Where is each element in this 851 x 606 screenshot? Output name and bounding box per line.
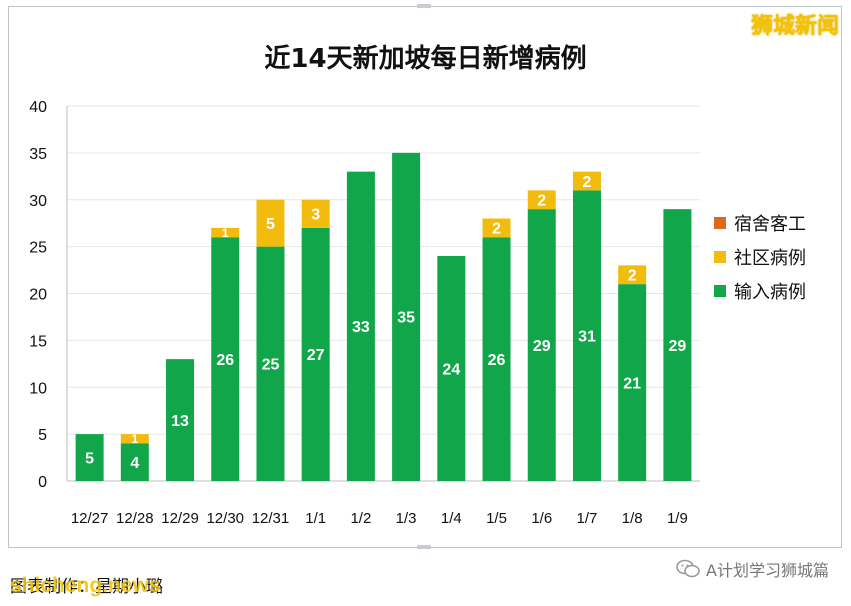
legend-item-dorm: 宿舍客工	[714, 206, 806, 240]
data-label-imported: 29	[533, 338, 551, 355]
y-tick-label: 40	[29, 99, 47, 116]
bar-imported	[482, 237, 511, 481]
legend-label-imported: 输入病例	[734, 282, 806, 303]
data-label-community: 2	[492, 221, 501, 238]
legend-swatch-imported	[714, 285, 726, 297]
x-tick-label: 1/6	[531, 510, 552, 527]
x-tick-label: 1/3	[396, 510, 417, 527]
bar-community	[120, 434, 149, 444]
frame-handle-bottom[interactable]	[417, 545, 431, 549]
source-watermark: shicheng.news	[10, 574, 161, 597]
wechat-account[interactable]: A计划学习狮城篇	[676, 557, 829, 581]
bar-imported	[301, 227, 330, 481]
bar-imported	[346, 171, 375, 481]
x-tick-label: 12/27	[71, 510, 109, 527]
x-tick-label: 12/31	[252, 510, 290, 527]
data-label-imported: 24	[442, 361, 460, 378]
bar-community	[211, 227, 240, 238]
wechat-label: A计划学习狮城篇	[706, 561, 829, 580]
x-tick-label: 1/2	[350, 510, 371, 527]
y-tick-label: 10	[29, 380, 47, 397]
y-tick-label: 20	[29, 287, 47, 304]
bar-imported	[211, 237, 240, 481]
bar-community	[256, 199, 285, 247]
x-tick-label: 1/5	[486, 510, 507, 527]
data-label-imported: 4	[130, 455, 139, 472]
bar-imported	[75, 434, 104, 481]
bar-community	[527, 190, 556, 210]
legend-label-dorm: 宿舍客工	[734, 214, 806, 235]
data-label-imported: 31	[578, 328, 596, 345]
data-label-imported: 26	[216, 352, 234, 369]
data-label-community: 2	[583, 174, 592, 191]
data-label-imported: 35	[397, 310, 415, 327]
data-label-imported: 26	[488, 352, 506, 369]
bar-imported	[120, 443, 149, 481]
legend-label-community: 社区病例	[734, 248, 806, 269]
data-label-imported: 13	[171, 413, 189, 430]
legend-item-community: 社区病例	[714, 240, 806, 274]
chart-title: 近14天新加坡每日新增病例	[264, 44, 587, 74]
x-tick-label: 12/30	[206, 510, 244, 527]
x-tick-label: 12/29	[161, 510, 199, 527]
legend: 宿舍客工 社区病例 输入病例	[714, 206, 806, 308]
chart-credit: 图表制作：星期小璐	[10, 577, 163, 597]
y-tick-label: 0	[38, 474, 47, 491]
x-tick-label: 1/1	[305, 510, 326, 527]
data-label-community: 1	[222, 226, 229, 240]
wechat-icon	[676, 559, 700, 579]
y-tick-label: 15	[29, 333, 47, 350]
y-tick-label: 35	[29, 146, 47, 163]
x-tick-label: 1/7	[577, 510, 598, 527]
data-label-imported: 29	[668, 338, 686, 355]
data-label-imported: 5	[85, 450, 94, 467]
legend-swatch-community	[714, 251, 726, 263]
bar-imported	[166, 359, 195, 481]
bar-community	[301, 199, 330, 228]
brand-watermark: 狮城新闻	[750, 14, 839, 39]
bar-community	[572, 171, 601, 191]
data-label-community: 2	[537, 193, 546, 210]
data-label-community: 5	[266, 216, 275, 233]
y-tick-label: 30	[29, 193, 47, 210]
data-label-community: 3	[311, 207, 320, 224]
x-tick-label: 1/8	[622, 510, 643, 527]
x-tick-label: 12/28	[116, 510, 154, 527]
frame-handle-top[interactable]	[417, 4, 431, 8]
data-label-community: 2	[628, 268, 637, 285]
data-label-imported: 25	[262, 357, 280, 374]
bar-community	[618, 265, 647, 285]
data-label-imported: 27	[307, 347, 325, 364]
data-label-imported: 21	[623, 375, 641, 392]
bar-imported	[663, 209, 692, 481]
x-tick-label: 1/9	[667, 510, 688, 527]
data-label-imported: 33	[352, 319, 370, 336]
data-label-community: 1	[131, 432, 138, 446]
y-tick-label: 25	[29, 240, 47, 257]
bar-imported	[437, 256, 466, 481]
legend-item-imported: 输入病例	[714, 274, 806, 308]
x-tick-label: 1/4	[441, 510, 462, 527]
legend-swatch-dorm	[714, 217, 726, 229]
y-tick-label: 5	[38, 427, 47, 444]
bar-imported	[256, 246, 285, 481]
bar-imported	[392, 152, 421, 481]
bar-community	[482, 218, 511, 238]
bar-imported	[572, 190, 601, 481]
bar-imported	[618, 284, 647, 481]
bar-imported	[527, 209, 556, 481]
